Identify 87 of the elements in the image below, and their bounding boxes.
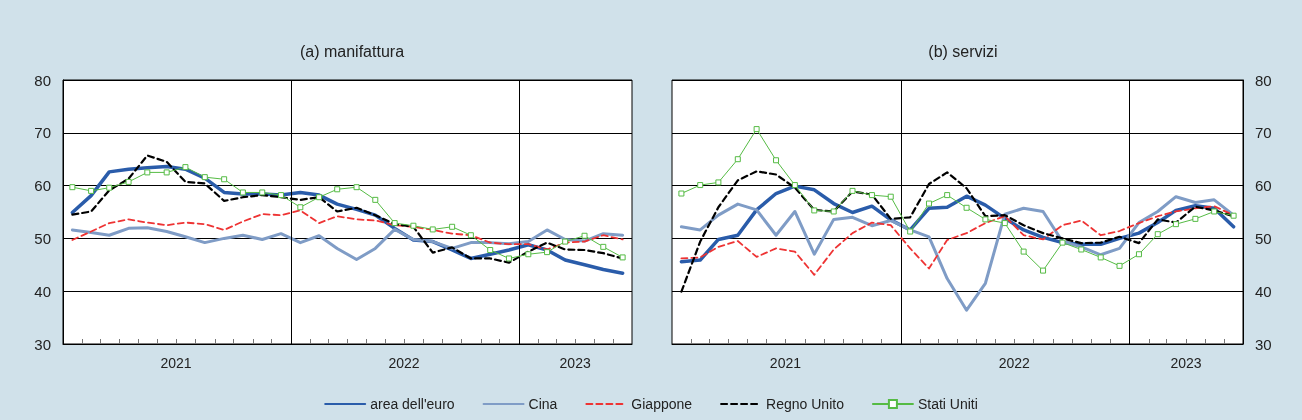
point	[144, 169, 151, 176]
point	[1154, 231, 1161, 238]
point	[581, 232, 588, 239]
point	[88, 187, 95, 194]
point	[1211, 208, 1218, 215]
y-tick-label: 40	[1255, 282, 1272, 300]
point	[1001, 220, 1008, 227]
point	[69, 184, 76, 191]
point	[1040, 267, 1047, 274]
point	[849, 187, 856, 194]
point	[163, 169, 170, 176]
point	[830, 208, 837, 215]
point	[391, 220, 398, 227]
point	[182, 164, 189, 171]
point	[1020, 248, 1027, 255]
point	[944, 192, 951, 199]
y-tick-label: 50	[34, 229, 51, 247]
legend-label: Stati Uniti	[917, 396, 978, 412]
point	[715, 179, 722, 186]
point	[106, 184, 113, 191]
y-tick-label: 70	[1255, 124, 1272, 142]
point	[429, 226, 436, 233]
chart-title: (a) manifattura	[299, 42, 405, 60]
legend-label: Giappone	[631, 396, 693, 412]
point	[297, 204, 304, 211]
point	[544, 249, 551, 256]
point	[487, 247, 494, 254]
point	[1230, 212, 1237, 219]
point	[1078, 246, 1085, 253]
point	[239, 189, 246, 196]
point	[1097, 254, 1104, 261]
point	[1192, 215, 1199, 222]
y-tick-label: 60	[1255, 177, 1272, 195]
point	[619, 254, 626, 261]
chart-title: (b) servizi	[928, 42, 998, 60]
y-tick-label: 80	[1255, 71, 1272, 89]
point	[678, 190, 685, 197]
x-tick-label: 2022	[388, 355, 420, 371]
line-series	[679, 195, 1236, 312]
x-tick-label: 2022	[998, 355, 1030, 371]
x-tick-label: 2023	[1170, 355, 1202, 371]
point	[353, 184, 360, 191]
point	[753, 126, 760, 133]
point	[1172, 221, 1179, 228]
point	[125, 178, 132, 185]
point	[525, 251, 532, 258]
y-tick-label: 40	[34, 282, 51, 300]
point	[982, 216, 989, 223]
point	[221, 176, 228, 183]
line-series	[70, 226, 625, 262]
y-tick-label: 30	[34, 335, 51, 353]
point	[372, 196, 379, 203]
point	[467, 232, 474, 239]
point	[316, 194, 323, 201]
point	[734, 156, 741, 163]
point	[925, 200, 932, 207]
x-tick-label: 2021	[160, 355, 192, 371]
point	[562, 238, 569, 245]
legend-label: Cina	[528, 396, 558, 412]
y-tick-label: 60	[34, 177, 51, 195]
point	[600, 243, 607, 250]
point	[887, 193, 894, 200]
point	[1116, 262, 1123, 269]
y-tick-label: 80	[34, 71, 51, 89]
point	[868, 192, 875, 199]
y-tick-label: 30	[1255, 335, 1272, 353]
point	[259, 189, 266, 196]
x-tick-label: 2023	[559, 355, 591, 371]
legend-label: area dell'euro	[370, 396, 455, 412]
point	[449, 223, 456, 230]
point	[1059, 239, 1066, 246]
point	[811, 207, 818, 214]
point	[791, 182, 798, 189]
point	[963, 204, 970, 211]
y-tick-label: 70	[34, 124, 51, 142]
x-tick-label: 2021	[769, 355, 802, 371]
point	[334, 186, 341, 193]
point	[505, 255, 512, 262]
point	[201, 174, 208, 181]
point	[907, 228, 914, 235]
point	[410, 222, 417, 229]
point	[277, 192, 284, 199]
point	[1135, 251, 1142, 258]
point	[697, 182, 704, 189]
y-tick-label: 50	[1255, 229, 1272, 247]
point	[773, 157, 780, 164]
legend-label: Regno Unito	[766, 396, 845, 412]
